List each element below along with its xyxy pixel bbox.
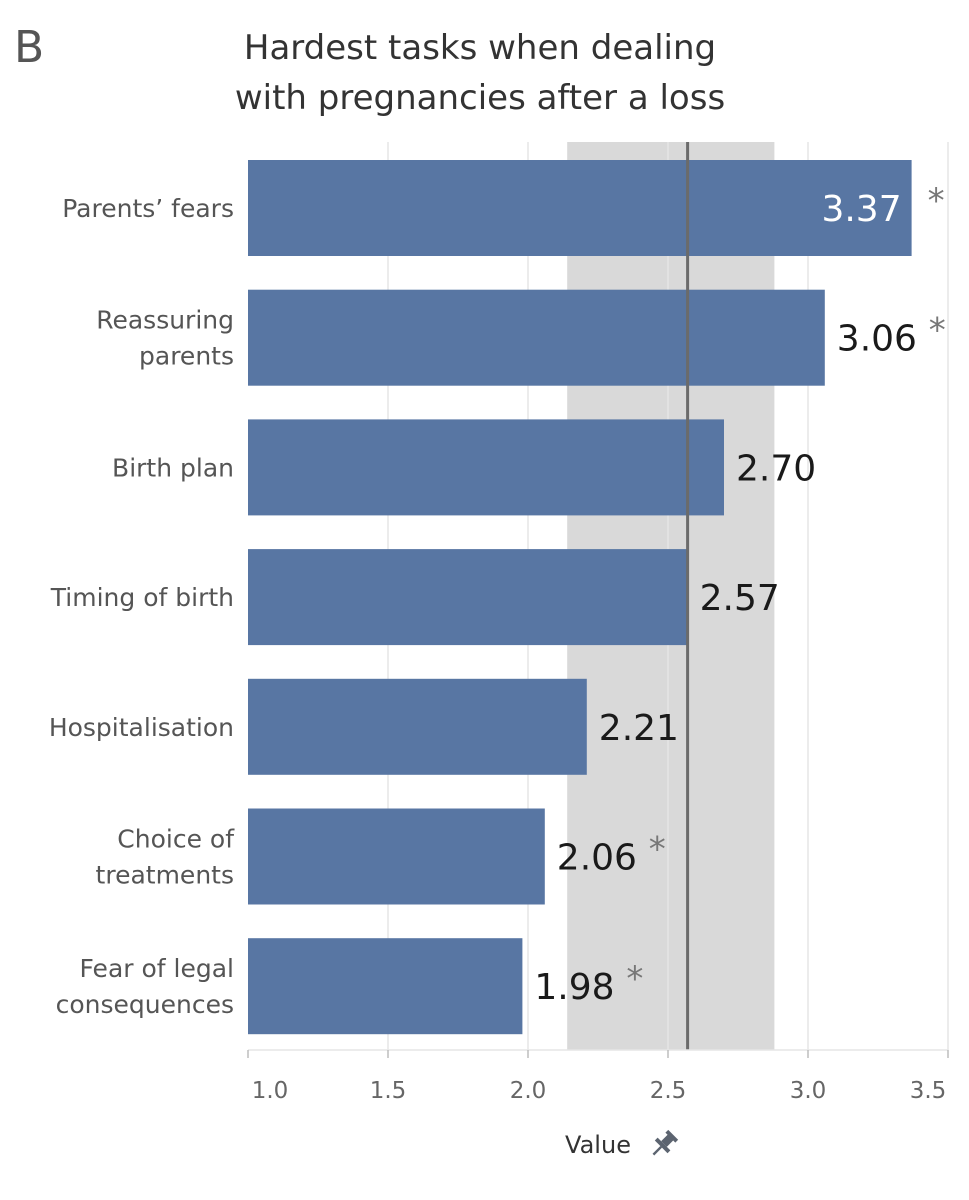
category-label: Birth plan [112,453,234,482]
x-tick-label: 1.0 [252,1078,289,1104]
significance-asterisk: * [928,181,945,221]
bar [248,419,724,516]
category-label: consequences [56,990,234,1019]
bar [248,289,825,386]
bar-value-label: 2.06 [557,838,637,879]
bar-value-label: 3.37 [821,189,901,230]
x-tick-label: 1.5 [370,1078,407,1104]
panel-letter: B [14,22,45,73]
bar [248,808,545,905]
chart-title-line-2: with pregnancies after a loss [234,78,726,118]
bar-value-label: 1.98 [534,967,614,1008]
category-label: Hospitalisation [49,713,234,742]
bar-value-label: 2.57 [700,578,780,619]
category-label: Fear of legal [80,954,234,983]
significance-asterisk: * [929,311,946,351]
x-tick-label: 2.0 [510,1078,547,1104]
bar [248,678,587,775]
bar [248,160,912,256]
x-tick-label: 2.5 [650,1078,687,1104]
category-label: Choice of [117,825,235,854]
significance-asterisk: * [649,830,666,870]
category-label: Reassuring [96,306,234,335]
bar [248,938,523,1035]
x-axis-title: Value [565,1131,631,1159]
chart-title-line-1: Hardest tasks when dealing [243,28,717,68]
x-tick-label: 3.5 [910,1078,947,1104]
significance-asterisk: * [626,959,643,999]
category-label: Parents’ fears [62,194,234,223]
category-label: Timing of birth [50,583,234,612]
pin-icon[interactable] [647,1128,680,1161]
x-tick-label: 3.0 [790,1078,827,1104]
bar-value-label: 2.70 [736,448,816,489]
bar [248,549,688,646]
category-label: treatments [96,861,234,890]
category-label: parents [139,342,234,371]
bar-value-label: 2.21 [599,708,679,749]
bar-value-label: 3.06 [837,319,917,360]
